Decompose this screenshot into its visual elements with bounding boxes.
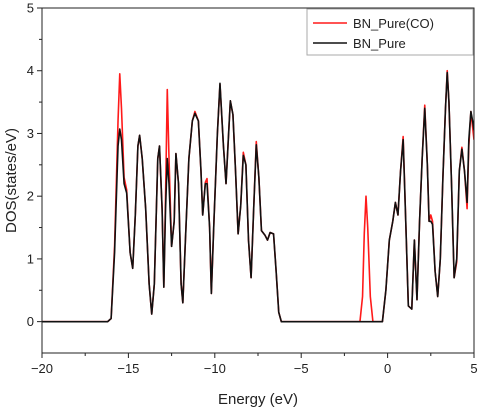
x-tick-label: −10 [204, 361, 226, 376]
series-line-bn-pure [42, 71, 474, 323]
legend-box [306, 8, 474, 56]
plot-frame [41, 7, 475, 354]
y-tick-label: 2 [27, 189, 34, 204]
x-axis-title: Energy (eV) [218, 391, 298, 408]
x-tick-label: −20 [31, 361, 53, 376]
x-tick-label: 5 [470, 361, 477, 376]
y-tick-label: 3 [27, 126, 34, 141]
series-line-bn-pure-co [42, 69, 474, 323]
x-tick-label: 0 [384, 361, 391, 376]
y-axis-title: DOS(states/eV) [3, 128, 20, 233]
x-tick-label: −15 [117, 361, 139, 376]
y-tick-label: 1 [27, 251, 34, 266]
y-tick-label: 5 [27, 1, 34, 16]
legend-label: BN_Pure [353, 36, 406, 51]
series-layer [42, 69, 474, 323]
y-tick-label: 0 [27, 314, 34, 329]
legend: BN_Pure(CO) BN_Pure [306, 8, 474, 56]
y-axis: 0 1 2 3 4 5 [27, 1, 42, 329]
x-axis: −20 −15 −10 −5 0 5 [31, 353, 478, 376]
x-tick-label: −5 [294, 361, 309, 376]
legend-label: BN_Pure(CO) [353, 16, 434, 31]
y-tick-label: 4 [27, 63, 34, 78]
